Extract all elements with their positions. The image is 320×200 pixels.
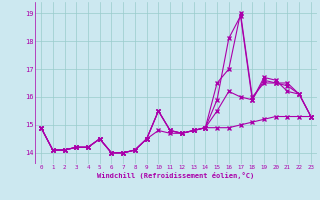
X-axis label: Windchill (Refroidissement éolien,°C): Windchill (Refroidissement éolien,°C) [97, 172, 255, 179]
